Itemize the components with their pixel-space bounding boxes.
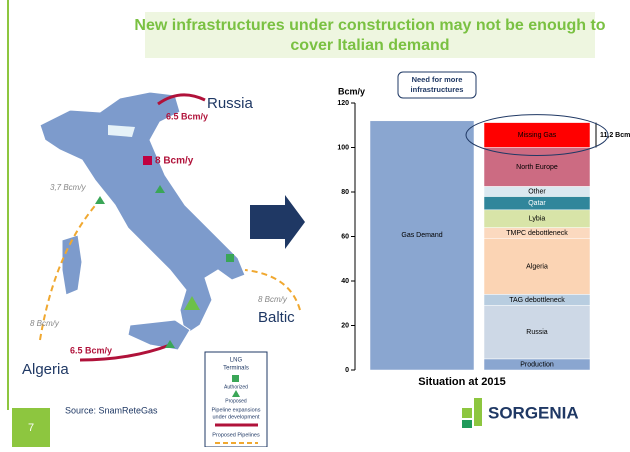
y-tick-label: 80: [341, 189, 349, 196]
terminal-marker: [165, 340, 175, 348]
y-tick-label: 0: [345, 367, 349, 374]
map-label: Russia: [207, 95, 254, 112]
source: Source: SnamReteGas: [65, 405, 158, 415]
title: cover Italian demand: [290, 37, 449, 54]
y-tick-label: 100: [337, 144, 349, 151]
map-legend: [204, 351, 268, 448]
bar-segment: [369, 120, 475, 371]
proposed-pipeline: [39, 199, 101, 341]
legend-text: Proposed Pipelines: [212, 432, 260, 438]
legend-text: Authorized: [224, 384, 248, 390]
title-band: [145, 12, 595, 58]
value-label: 11,2 Bcm/y: [600, 132, 630, 139]
legend-text: Terminals: [223, 366, 249, 372]
page-number-box: [12, 408, 50, 447]
terminal-marker: [95, 196, 105, 204]
terminal-marker: [184, 296, 200, 310]
legend-text: Proposed: [225, 398, 247, 404]
segment-label: Production: [520, 361, 554, 368]
segment-label: TAG debottleneck: [509, 297, 565, 304]
logo: SORGENIA: [488, 403, 579, 422]
highlight: [465, 114, 609, 156]
bar-segment: [483, 122, 591, 148]
terminal-marker: [226, 254, 234, 262]
pipeline-arrow: [157, 93, 206, 106]
segment-label: Lybia: [529, 216, 546, 223]
map-label: Algeria: [22, 361, 69, 378]
legend-text: Pipeline expansions: [212, 407, 261, 413]
segment-label: Algeria: [526, 263, 548, 270]
legend-marker: [232, 390, 240, 397]
map-label: 8 Bcm/y: [30, 319, 60, 328]
segment-label: TMPC debottleneck: [506, 230, 568, 237]
legend-marker: [232, 375, 239, 382]
italy-map: [39, 91, 246, 351]
segment-label: Qatar: [528, 200, 546, 207]
segment-label: Gas Demand: [401, 232, 442, 239]
map-label: 6.5 Bcm/y: [166, 111, 208, 121]
legend-text: under development: [212, 414, 260, 420]
caption: Situation at 2015: [418, 376, 505, 388]
bar-segment: [483, 238, 591, 295]
proposed-pipeline: [244, 269, 301, 311]
map-label: Baltic: [258, 309, 295, 326]
map-label: 3,7 Bcm/y: [50, 183, 87, 192]
arrow: [250, 195, 305, 249]
pipeline-arrow: [79, 343, 171, 362]
callout: [397, 71, 477, 99]
y-tick-label: 40: [341, 278, 349, 285]
map-label: 8 Bcm/y: [258, 295, 288, 304]
terminal-marker: [155, 185, 165, 193]
map-label: 8 Bcm/y: [155, 156, 194, 167]
segment-label: Other: [528, 188, 546, 195]
segment-label: North Europe: [516, 164, 558, 171]
y-tick-label: 20: [341, 322, 349, 329]
legend-text: LNG: [230, 358, 243, 364]
page-number: 7: [28, 422, 34, 434]
segment-label: Missing Gas: [518, 132, 557, 139]
bar-segment: [483, 305, 591, 360]
y-axis-label: Bcm/y: [338, 86, 365, 96]
callout-text: Need for more: [412, 75, 463, 84]
segment-label: Russia: [526, 329, 548, 336]
logo-mark: [462, 398, 482, 428]
title: New infrastructures under construction m…: [134, 17, 605, 34]
map-label: 6.5 Bcm/y: [70, 345, 112, 355]
y-tick-label: 120: [337, 100, 349, 107]
callout-text: infrastructures: [411, 85, 464, 94]
terminal-marker: [143, 156, 152, 165]
y-tick-label: 60: [341, 233, 349, 240]
